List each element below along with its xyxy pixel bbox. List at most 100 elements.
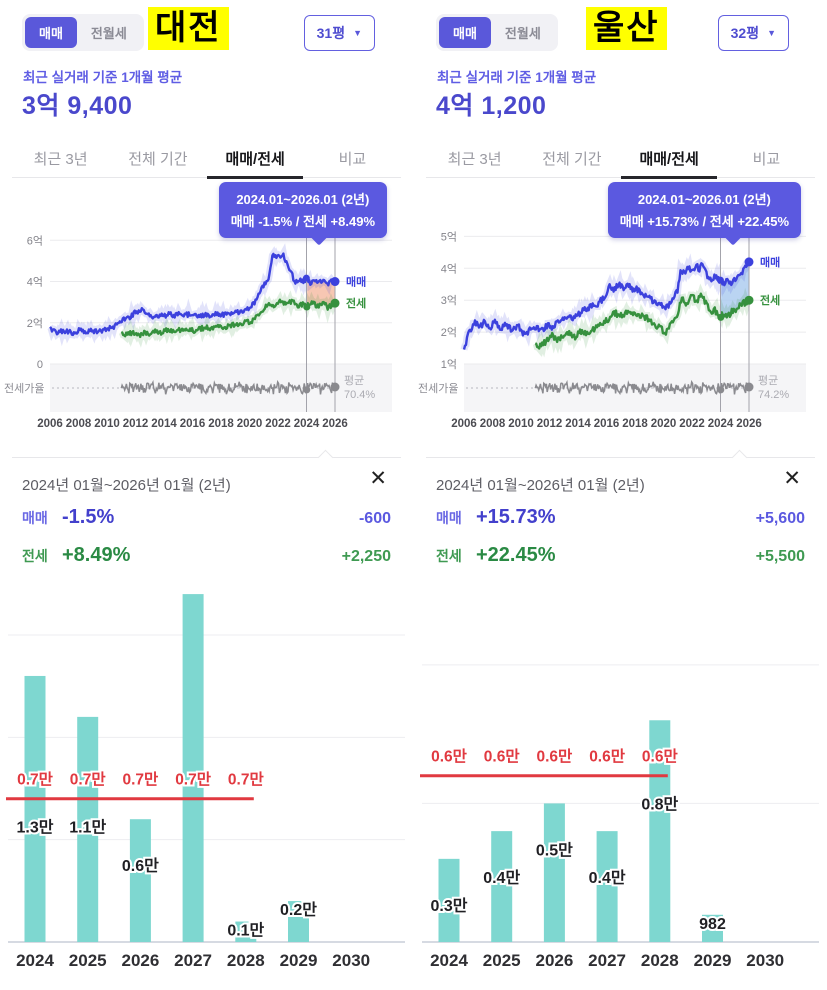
svg-text:0: 0	[37, 359, 43, 371]
svg-text:2026: 2026	[736, 418, 762, 430]
summary-row-sale: 매매 -1.5% -600	[22, 506, 391, 529]
price-caption: 최근 실거래 기준 1개월 평균	[23, 70, 183, 85]
svg-text:2028: 2028	[641, 951, 679, 970]
size-dropdown[interactable]: 31평 ▼	[303, 15, 375, 51]
svg-text:2027: 2027	[588, 951, 626, 970]
svg-text:0.4만: 0.4만	[483, 869, 520, 887]
close-icon[interactable]: ✕	[783, 467, 801, 490]
svg-text:0.7만: 0.7만	[70, 771, 107, 789]
svg-text:4억: 4억	[441, 262, 457, 275]
svg-text:2006: 2006	[451, 418, 477, 430]
svg-text:0.6만: 0.6만	[642, 748, 679, 766]
tab-recent-3y[interactable]: 최근 3년	[447, 151, 502, 168]
svg-text:0.6만: 0.6만	[536, 748, 573, 766]
tooltip-period: 2024.01~2026.01 (2년)	[637, 192, 771, 207]
city-label: 대전	[148, 7, 229, 50]
svg-text:2028: 2028	[227, 951, 265, 970]
divider-notch-icon	[317, 449, 334, 466]
svg-text:2030: 2030	[332, 951, 370, 970]
toggle-rent-button[interactable]: 전월세	[491, 17, 555, 48]
divider-notch-icon	[731, 449, 748, 466]
chart-tabs: 최근 3년 전체 기간 매매/전세 비교	[12, 140, 401, 178]
tab-all-period[interactable]: 전체 기간	[542, 151, 602, 168]
svg-text:2008: 2008	[66, 418, 92, 430]
svg-text:2020: 2020	[651, 418, 677, 430]
svg-text:5억: 5억	[441, 230, 457, 243]
price-caption: 최근 실거래 기준 1개월 평균	[437, 70, 597, 85]
svg-text:2018: 2018	[208, 418, 234, 430]
summary-period: 2024년 01월~2026년 01월 (2년)	[22, 477, 231, 494]
trade-type-toggle: 매매 전월세	[22, 14, 144, 51]
toggle-sale-button[interactable]: 매매	[439, 17, 491, 48]
svg-text:2029: 2029	[694, 951, 732, 970]
svg-text:매매: 매매	[760, 255, 780, 269]
summary-sale-amount: +5,600	[755, 510, 805, 527]
svg-text:평균: 평균	[758, 374, 778, 387]
svg-text:2010: 2010	[94, 418, 120, 430]
tab-all-period[interactable]: 전체 기간	[128, 151, 188, 168]
svg-text:0.6만: 0.6만	[589, 748, 626, 766]
svg-text:1.3만: 1.3만	[17, 819, 54, 837]
tab-recent-3y[interactable]: 최근 3년	[33, 151, 88, 168]
svg-text:0.4만: 0.4만	[589, 869, 626, 887]
svg-text:2026: 2026	[121, 951, 159, 970]
svg-text:0.7만: 0.7만	[17, 771, 54, 789]
svg-text:2010: 2010	[508, 418, 534, 430]
supply-bar-chart[interactable]: 0.7만 0.7만 0.7만 0.7만 0.7만 1.3만 1.1만 0.6만 0.1만 0.2만…	[0, 590, 413, 990]
svg-text:0.3만: 0.3만	[431, 897, 468, 915]
summary-jeonse-pct: +22.45%	[476, 544, 556, 566]
svg-text:2018: 2018	[622, 418, 648, 430]
svg-text:4억: 4억	[27, 276, 43, 289]
range-tooltip: 2024.01~2026.01 (2년) 매매 -1.5% / 전세 +8.49…	[218, 182, 387, 246]
svg-text:2012: 2012	[123, 418, 149, 430]
tab-compare[interactable]: 비교	[752, 151, 781, 168]
toggle-rent-button[interactable]: 전월세	[77, 17, 141, 48]
svg-text:2029: 2029	[280, 951, 318, 970]
svg-text:0.2만: 0.2만	[280, 901, 317, 919]
svg-text:매매: 매매	[346, 275, 366, 289]
tooltip-period: 2024.01~2026.01 (2년)	[236, 192, 370, 207]
svg-text:2016: 2016	[594, 418, 620, 430]
close-icon[interactable]: ✕	[369, 467, 387, 490]
tab-sale-jeonse[interactable]: 매매/전세	[207, 140, 304, 177]
section-divider	[426, 449, 815, 466]
svg-text:0.1만: 0.1만	[227, 922, 264, 940]
chevron-down-icon: ▼	[353, 28, 362, 38]
svg-text:2025: 2025	[483, 951, 521, 970]
tooltip-change: 매매 +15.73% / 전세 +22.45%	[619, 214, 789, 229]
svg-text:2016: 2016	[180, 418, 206, 430]
svg-text:6억: 6억	[27, 234, 43, 247]
summary-jeonse-amount: +5,500	[755, 548, 805, 565]
tab-compare[interactable]: 비교	[338, 151, 367, 168]
size-dropdown-value: 32평	[730, 25, 760, 41]
summary-sale-label: 매매	[436, 510, 462, 526]
average-price: 3억 9,400	[22, 92, 133, 120]
svg-text:0.7만: 0.7만	[122, 771, 159, 789]
svg-text:0.7만: 0.7만	[175, 771, 212, 789]
toggle-sale-button[interactable]: 매매	[25, 17, 77, 48]
summary-row-jeonse: 전세 +22.45% +5,500	[436, 544, 805, 567]
chevron-down-icon: ▼	[767, 28, 776, 38]
svg-text:2026: 2026	[322, 418, 348, 430]
svg-text:74.2%: 74.2%	[758, 389, 789, 401]
summary-row-jeonse: 전세 +8.49% +2,250	[22, 544, 391, 567]
svg-text:2024: 2024	[430, 951, 468, 970]
svg-text:2억: 2억	[441, 326, 457, 339]
city-panel-daejeon: 매매 전월세 대전 31평 ▼ 최근 실거래 기준 1개월 평균 3억 9,40…	[0, 0, 413, 990]
tab-sale-jeonse[interactable]: 매매/전세	[621, 140, 718, 177]
chart-tabs: 최근 3년 전체 기간 매매/전세 비교	[426, 140, 815, 178]
svg-text:2024: 2024	[294, 418, 320, 430]
size-dropdown[interactable]: 32평 ▼	[717, 15, 789, 51]
city-panel-ulsan: 매매 전월세 울산 32평 ▼ 최근 실거래 기준 1개월 평균 4억 1,20…	[414, 0, 827, 990]
svg-text:1.1만: 1.1만	[69, 819, 106, 837]
svg-text:0.7만: 0.7만	[228, 771, 265, 789]
svg-text:2014: 2014	[151, 418, 177, 430]
svg-text:전세가율: 전세가율	[418, 382, 458, 395]
average-price: 4억 1,200	[436, 92, 547, 120]
svg-text:2030: 2030	[746, 951, 784, 970]
svg-text:982: 982	[699, 916, 726, 933]
supply-bar-chart[interactable]: 0.6만 0.6만 0.6만 0.6만 0.6만 0.3만 0.4만 0.5만 0.4만 0.8만…	[414, 590, 827, 990]
